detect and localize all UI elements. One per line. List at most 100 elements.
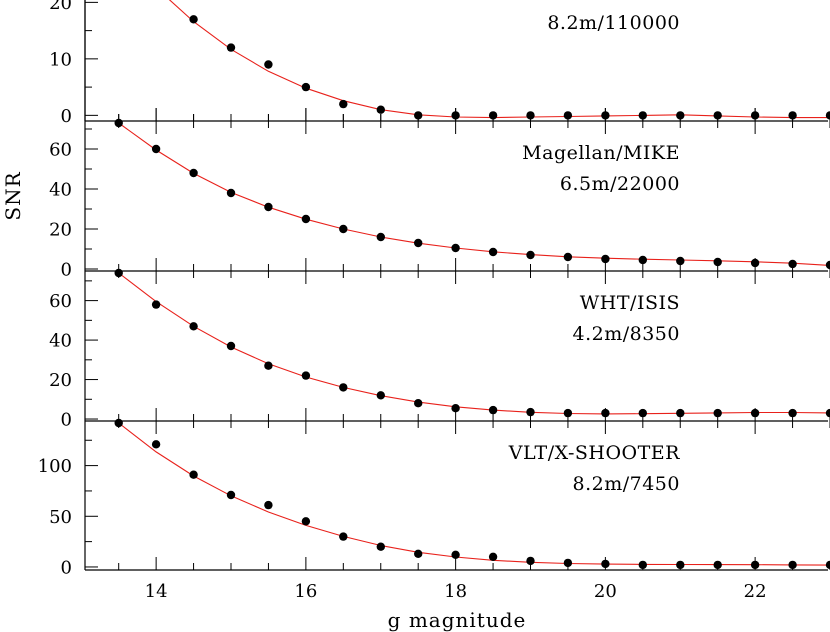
data-point	[151, 300, 161, 309]
panel-0-telescope-label: 8.2m/110000	[547, 12, 680, 34]
data-points	[114, 15, 830, 570]
data-point	[376, 105, 385, 114]
panel-3-instrument-label: VLT/X-SHOOTER	[508, 442, 680, 464]
data-point	[788, 408, 797, 418]
data-point	[713, 560, 722, 570]
data-point	[414, 238, 423, 248]
x-tick-label: 14	[145, 581, 168, 602]
data-point	[488, 405, 498, 415]
panel-labels: VLT/UVES 8.2m/110000 Magellan/MIKE 6.5m/220…	[508, 0, 680, 495]
data-point	[376, 232, 385, 242]
fit-curve-panel-3	[118, 422, 830, 566]
data-point	[376, 542, 385, 551]
data-point	[676, 111, 685, 120]
data-point	[226, 188, 236, 198]
data-point	[563, 408, 573, 418]
data-point	[788, 111, 797, 120]
data-point	[451, 404, 460, 413]
data-point	[414, 111, 423, 120]
data-point	[526, 556, 535, 566]
panel-1-instrument-label: Magellan/MIKE	[522, 142, 680, 164]
data-point	[151, 144, 161, 154]
data-point	[713, 111, 722, 120]
data-point	[638, 560, 647, 570]
x-axis-title: g magnitude	[388, 608, 527, 632]
y-tick-label: 60	[49, 291, 72, 312]
panel-0-instrument-label: VLT/UVES	[575, 0, 680, 3]
data-point	[825, 111, 830, 120]
data-point	[189, 322, 198, 331]
y-tick-label: 40	[49, 180, 72, 201]
data-point	[676, 560, 685, 570]
data-point	[301, 371, 311, 380]
data-point	[601, 408, 610, 418]
data-point	[488, 247, 498, 257]
fit-curve-panel-1	[118, 122, 830, 266]
y-tick-label: 20	[49, 370, 72, 391]
y-tick-label: 0	[61, 557, 72, 578]
panel-frames	[84, 0, 828, 571]
data-point	[526, 250, 535, 260]
x-tick-label: 18	[444, 581, 467, 602]
data-point	[451, 243, 460, 253]
y-axis-title: SNR	[1, 171, 25, 220]
y-tick-label: 100	[38, 456, 72, 477]
data-point	[189, 15, 198, 24]
data-point	[264, 500, 273, 510]
data-point	[676, 408, 685, 418]
data-point	[339, 99, 348, 109]
data-point	[750, 408, 760, 418]
data-point	[676, 256, 685, 266]
data-point	[638, 408, 647, 418]
y-tick-label: 60	[49, 140, 72, 161]
data-point	[488, 552, 498, 561]
data-point	[339, 224, 348, 234]
data-point	[189, 470, 198, 479]
x-tick-label: 22	[744, 581, 767, 602]
data-point	[189, 168, 198, 178]
data-point	[825, 408, 830, 418]
data-point	[713, 408, 722, 418]
data-point	[601, 254, 610, 264]
data-point	[601, 111, 610, 120]
panel-2-instrument-label: WHT/ISIS	[580, 292, 680, 314]
y-tick-label: 0	[61, 106, 72, 127]
data-point	[713, 257, 722, 267]
data-point	[151, 440, 161, 449]
data-point	[788, 259, 797, 269]
data-point	[638, 255, 647, 265]
x-tick-label: 16	[294, 581, 317, 602]
y-tick-label: 10	[49, 49, 72, 70]
data-point	[750, 560, 760, 570]
panel-1-telescope-label: 6.5m/22000	[560, 173, 680, 195]
y-tick-label: 50	[49, 507, 72, 528]
data-point	[264, 361, 273, 370]
data-point	[301, 214, 311, 224]
data-point	[825, 560, 830, 570]
data-point	[451, 111, 460, 120]
data-point	[750, 258, 760, 268]
data-point	[414, 399, 423, 408]
panel-3-telescope-label: 8.2m/7450	[573, 473, 681, 495]
data-point	[488, 111, 498, 120]
data-point	[264, 202, 273, 212]
data-point	[114, 418, 123, 428]
data-point	[414, 549, 423, 558]
data-point	[114, 118, 123, 128]
panel-2-telescope-label: 4.2m/8350	[573, 323, 681, 345]
data-point	[301, 82, 311, 92]
data-point	[601, 559, 610, 569]
data-point	[226, 490, 236, 500]
y-tick-label: 0	[61, 260, 72, 281]
y-tick-label: 20	[49, 220, 72, 241]
data-point	[825, 260, 830, 270]
data-point	[750, 111, 760, 120]
axis-ticks	[85, 1, 830, 570]
data-point	[451, 550, 460, 559]
data-point	[526, 407, 535, 417]
y-tick-label: 40	[49, 331, 72, 352]
tick-labels: 0 10 20 0 20 40 60 0 20 40 60 0 50 100 14 16 18 20 22	[38, 0, 767, 602]
data-point	[563, 111, 573, 120]
data-point	[301, 517, 311, 526]
